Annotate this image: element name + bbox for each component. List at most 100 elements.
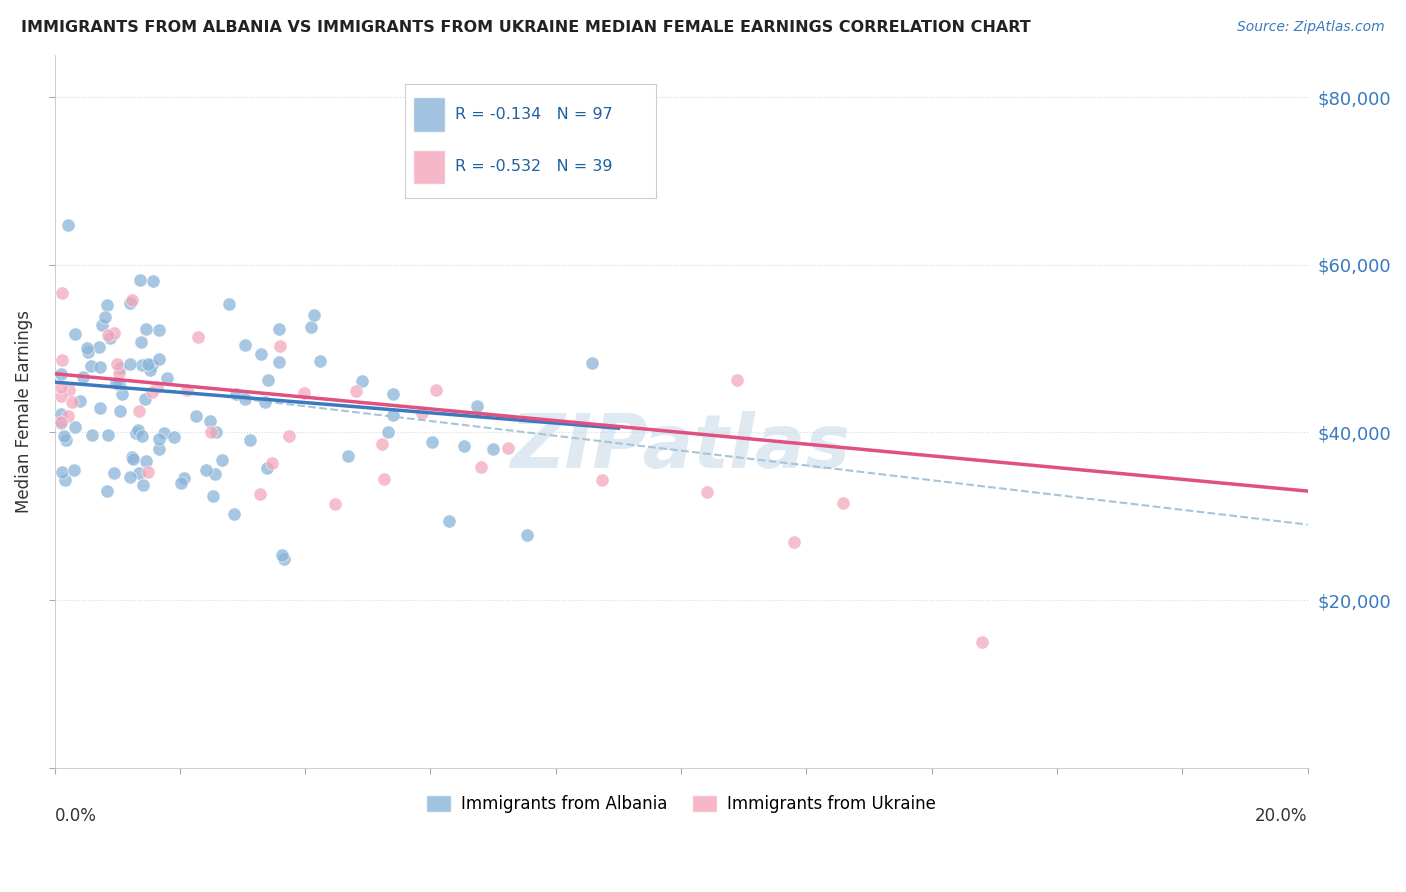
Point [204, 467, 226, 481]
Point [77, 345, 100, 359]
Point [122, 451, 145, 466]
Point [127, 423, 149, 437]
Y-axis label: Median Female Earnings: Median Female Earnings [15, 310, 32, 513]
Point [146, 380, 169, 394]
Point [128, 404, 150, 418]
Point [76, 342, 98, 356]
Point [696, 484, 718, 499]
Point [239, 434, 262, 448]
Point [135, 454, 157, 468]
Point [148, 351, 170, 366]
Point [49, 407, 72, 421]
Point [470, 459, 492, 474]
Point [131, 358, 153, 372]
Point [136, 465, 159, 479]
Point [170, 475, 193, 490]
Point [382, 387, 405, 401]
Text: Source: ZipAtlas.com: Source: ZipAtlas.com [1237, 20, 1385, 34]
Point [60, 395, 83, 409]
Point [55, 433, 77, 447]
Point [129, 334, 152, 349]
Point [832, 495, 855, 509]
Point [63, 463, 86, 477]
Point [65, 326, 87, 341]
Point [498, 441, 520, 455]
Point [591, 473, 613, 487]
Point [138, 363, 160, 377]
Point [453, 439, 475, 453]
Point [292, 386, 315, 401]
Point [108, 360, 131, 375]
Point [309, 354, 332, 368]
Text: IMMIGRANTS FROM ALBANIA VS IMMIGRANTS FROM UKRAINE MEDIAN FEMALE EARNINGS CORREL: IMMIGRANTS FROM ALBANIA VS IMMIGRANTS FR… [21, 20, 1031, 35]
Point [49, 367, 72, 381]
Point [104, 376, 127, 390]
Point [56, 218, 79, 232]
Point [425, 383, 447, 397]
Point [205, 425, 228, 439]
Point [437, 514, 460, 528]
Point [132, 477, 155, 491]
Point [80, 359, 103, 373]
Point [148, 432, 170, 446]
Point [222, 507, 245, 521]
Point [49, 416, 72, 430]
Point [120, 469, 142, 483]
Point [96, 298, 118, 312]
Point [337, 449, 360, 463]
Point [148, 442, 170, 457]
Point [201, 489, 224, 503]
Point [581, 355, 603, 369]
Point [141, 358, 163, 372]
Point [173, 471, 195, 485]
Point [257, 373, 280, 387]
Point [344, 384, 367, 398]
Point [121, 450, 143, 464]
Point [51, 466, 73, 480]
Point [128, 273, 150, 287]
Text: ZIPatlas: ZIPatlas [510, 410, 851, 483]
Point [411, 406, 433, 420]
Point [63, 420, 86, 434]
Point [94, 310, 117, 324]
Point [148, 323, 170, 337]
Point [371, 436, 394, 450]
Point [211, 452, 233, 467]
Point [72, 369, 94, 384]
Point [97, 327, 120, 342]
Point [51, 285, 73, 300]
Point [277, 429, 299, 443]
Point [273, 552, 295, 566]
Point [420, 435, 443, 450]
Point [89, 360, 111, 375]
Point [323, 496, 346, 510]
Point [49, 380, 72, 394]
Point [233, 338, 256, 352]
Point [163, 430, 186, 444]
Point [136, 357, 159, 371]
Point [53, 428, 76, 442]
Text: 0.0%: 0.0% [55, 807, 97, 825]
Point [135, 322, 157, 336]
Point [218, 297, 240, 311]
Point [352, 374, 374, 388]
Point [108, 404, 131, 418]
Point [87, 340, 110, 354]
Point [111, 387, 134, 401]
Point [141, 385, 163, 400]
Point [194, 463, 217, 477]
Point [249, 487, 271, 501]
Point [118, 296, 141, 310]
Point [134, 392, 156, 407]
Point [225, 386, 247, 401]
Point [120, 357, 142, 371]
Point [51, 353, 73, 368]
Text: 20.0%: 20.0% [1256, 807, 1308, 825]
Point [302, 309, 325, 323]
Point [97, 428, 120, 442]
Point [125, 426, 148, 441]
Point [299, 320, 322, 334]
Point [250, 347, 273, 361]
Point [725, 373, 748, 387]
Point [269, 339, 291, 353]
